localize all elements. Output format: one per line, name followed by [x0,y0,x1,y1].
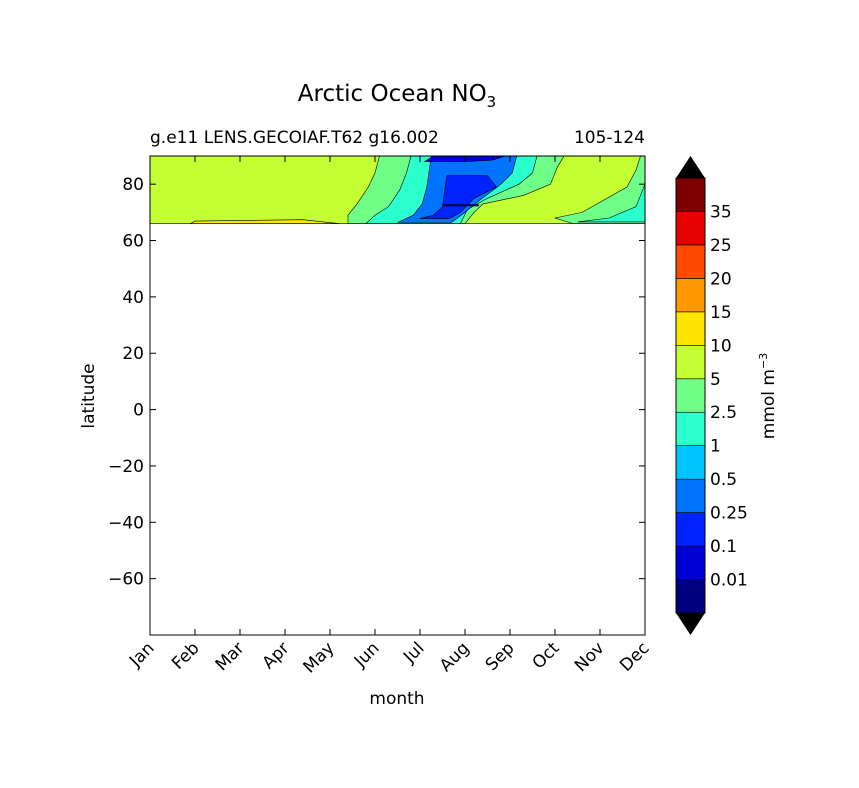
x-tick-label: Mar [212,638,249,675]
y-axis-label: latitude [79,363,99,428]
colorbar-tick-label: 35 [710,202,732,222]
colorbar-tick-label: 10 [710,336,732,356]
chart-title: Arctic Ocean NO3 [298,81,496,111]
y-tick-label: 0 [133,401,144,421]
contour-summer-deep [419,175,497,219]
colorbar-swatch [675,411,706,446]
colorbar-swatch [675,579,706,614]
chart-title-text: Arctic Ocean NO [298,81,487,107]
y-tick-label: 40 [122,288,144,308]
colorbar-swatch [675,177,706,212]
colorbar-label-superscript: −3 [757,353,770,369]
colorbar-swatch [675,311,706,346]
colorbar-tick-label: 0.1 [710,537,737,557]
x-tick-label: Jul [399,638,428,667]
colorbar-tick-label: 0.01 [710,571,748,591]
contour-autumn-edge [553,156,645,224]
x-tick-label: Apr [259,638,294,673]
x-tick-label: Sep [482,638,519,675]
colorbar-swatch [675,545,706,580]
colorbar-swatch [675,345,706,380]
colorbar-tick-label: 15 [710,303,732,323]
plot-background [150,156,645,635]
colorbar-tick-label: 0.5 [710,470,737,490]
colorbar-label: mmol m−3 [757,353,779,439]
colorbar-swatch [675,278,706,313]
x-tick-label: Feb [168,638,203,673]
colorbar-swatch [675,512,706,547]
chart-subtitle-right: 105-124 [574,128,645,148]
y-tick-label: −60 [108,570,144,590]
chart-title-subscript: 3 [487,93,497,111]
chart-subtitle-left: g.e11 LENS.GECOIAF.T62 g16.002 [150,128,439,148]
y-tick-label: 60 [122,232,144,252]
colorbar-swatch [675,478,706,513]
y-tick-label: 20 [122,344,144,364]
x-tick-label: Jun [350,638,384,672]
colorbar-swatch [675,244,706,279]
colorbar-swatch [675,378,706,413]
y-tick-label: −20 [108,457,144,477]
colorbar-tick-label: 1 [710,437,721,457]
x-tick-label: Dec [616,638,653,675]
plot-frame [149,155,646,636]
colorbar-tick-label: 2.5 [710,403,737,423]
colorbar-swatch [675,445,706,480]
x-tick-label: Jan [125,638,158,671]
colorbar: 0.01 0.1 0.25 0.5 1 2.5 5 10 15 20 25 35 [675,156,748,635]
colorbar-extend-bottom [676,613,705,635]
colorbar-label-text: mmol m [759,369,779,439]
contour-low-lat-band [189,219,340,224]
x-tick-label: Nov [571,638,609,676]
colorbar-extend-top [676,156,705,178]
x-tick-label: Oct [529,638,564,673]
colorbar-tick-label: 20 [710,269,732,289]
x-tick-label: May [300,638,339,677]
contour-summer-center [442,204,479,207]
x-axis-label: month [369,689,424,709]
contour-regions [150,156,645,224]
colorbar-swatch [675,211,706,246]
contour-autumn-mid [577,184,645,223]
y-tick-label: −40 [108,513,144,533]
colorbar-tick-label: 25 [710,236,732,256]
x-tick-label: Aug [436,638,474,676]
y-axis: −60 −40 −20 0 20 40 60 80 [108,175,645,590]
colorbar-frame [675,177,706,614]
colorbar-tick-label: 5 [710,370,721,390]
colorbar-tick-label: 0.25 [710,504,748,524]
y-tick-label: 80 [122,175,144,195]
